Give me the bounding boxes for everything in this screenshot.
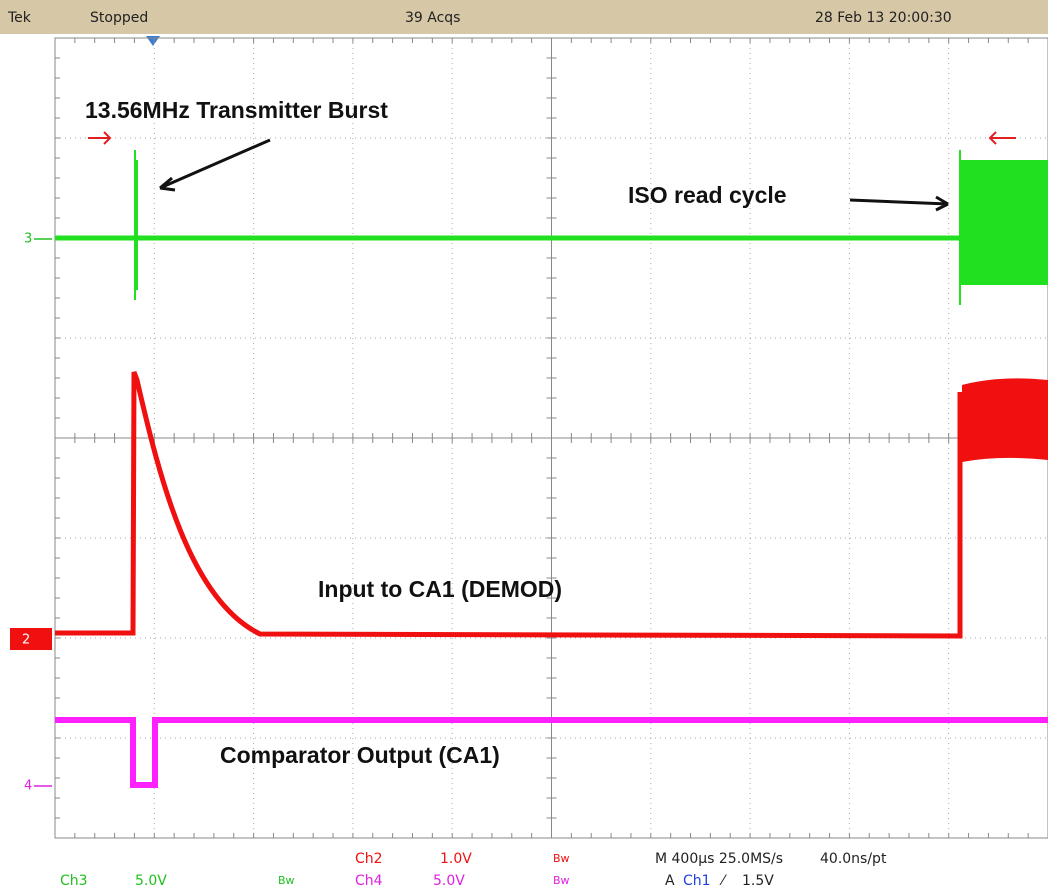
ch2-trace [55,371,963,639]
status: Stopped [90,10,148,26]
trigger-source: Ch1 [683,873,711,889]
trigger-mode: A [665,873,675,889]
trigger-slope: ⁄ [719,873,727,889]
arrow [849,195,949,212]
traces [55,150,1048,788]
trigger-left-marker [88,131,112,145]
ch3-read-cycle [961,160,1048,285]
ch3-bw: Bw [278,874,295,887]
acquisitions: 39 Acqs [405,10,460,26]
ch3-name: Ch3 [60,873,88,889]
status-bar [0,0,1048,34]
ch3-burst [134,150,138,300]
ch2-name: Ch2 [355,851,383,867]
ch4-name: Ch4 [355,873,383,889]
channel-marker: 4 [24,779,32,794]
timebase: M 400µs 25.0MS/s [655,851,783,867]
annotation: Input to CA1 (DEMOD) [318,576,562,602]
ch4-trace [55,717,1048,788]
trigger-right-marker [988,131,1016,145]
ch3-scale: 5.0V [135,873,167,889]
arrow [159,138,271,192]
channel-marker: 2 [22,633,30,648]
trigger-level: 1.5V [742,873,774,889]
annotation: Comparator Output (CA1) [220,742,500,768]
annotation: 13.56MHz Transmitter Burst [85,97,388,123]
brand: Tek [7,10,32,26]
datetime: 28 Feb 13 20:00:30 [815,10,952,26]
ch2-bw: Bw [553,852,570,865]
resolution: 40.0ns/pt [820,851,887,867]
ch2-read-cycle [962,378,1048,462]
ch4-scale: 5.0V [433,873,465,889]
ch4-bw: Bw [553,874,570,887]
ch2-scale: 1.0V [440,851,472,867]
annotation: ISO read cycle [628,182,787,208]
channel-marker: 3 [24,232,32,247]
channel-marker-box [10,628,52,650]
